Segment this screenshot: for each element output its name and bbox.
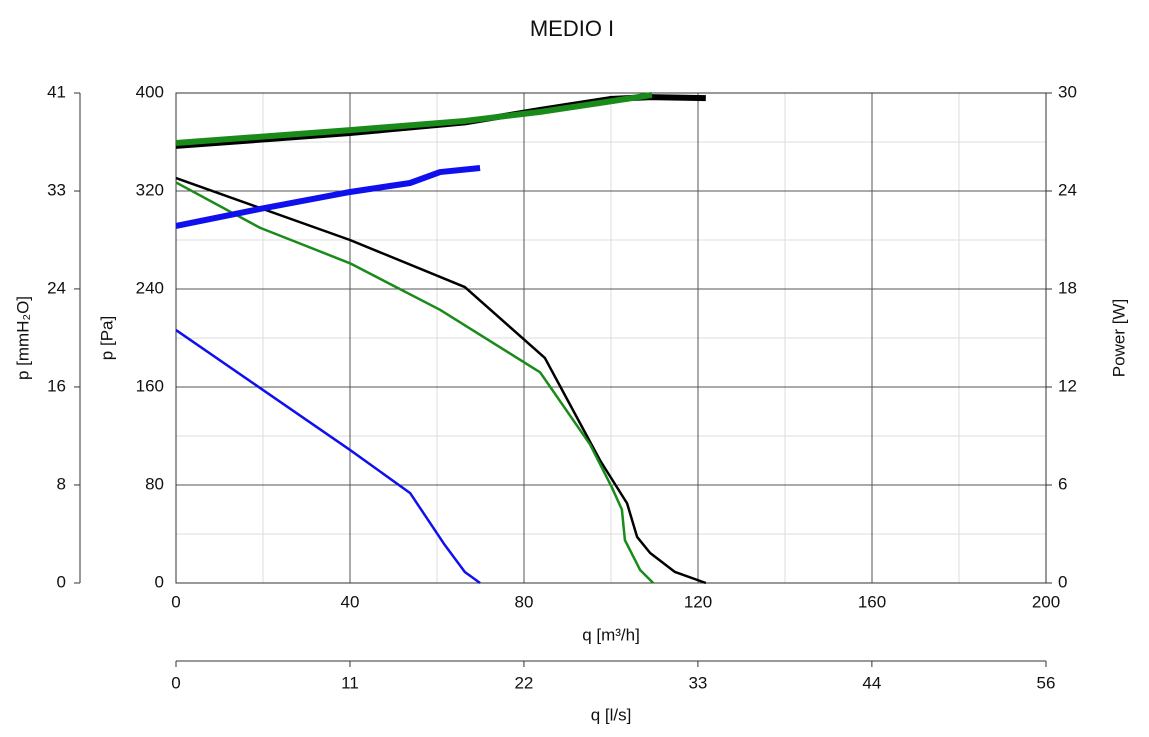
secondary-x-tick-label: 33 xyxy=(688,673,707,692)
secondary-y-tick-label: 41 xyxy=(47,82,66,101)
x-tick-label: 0 xyxy=(171,592,180,611)
pressure-curve xyxy=(175,329,481,585)
y2-tick-label: 0 xyxy=(1058,572,1067,591)
x-axis-label: q [m³/h] xyxy=(582,625,640,644)
pressure-curve xyxy=(175,181,655,584)
secondary-x-tick-label: 22 xyxy=(514,673,533,692)
y-axis-label: p [Pa] xyxy=(97,316,116,360)
power-curve xyxy=(175,164,481,229)
secondary-y-tick-label: 24 xyxy=(47,278,66,297)
secondary-y-tick-label: 16 xyxy=(47,376,66,395)
plot-frame xyxy=(175,92,1047,584)
secondary-y-tick-label: 33 xyxy=(47,181,66,200)
y2-tick-label: 12 xyxy=(1058,376,1077,395)
y2-tick-label: 24 xyxy=(1058,180,1077,199)
y2-tick-label: 6 xyxy=(1058,474,1067,493)
secondary-y-tick-label: 0 xyxy=(57,572,66,591)
power-curve xyxy=(175,91,653,146)
secondary-x-tick-label: 44 xyxy=(862,673,881,692)
x-tick-label: 200 xyxy=(1032,592,1060,611)
secondary-x-tick-label: 0 xyxy=(171,673,180,692)
x-tick-label: 160 xyxy=(858,592,886,611)
secondary-x-tick-label: 11 xyxy=(341,673,359,692)
y-tick-label: 160 xyxy=(136,376,164,395)
secondary-y-label: p [mmH₂O] xyxy=(13,296,32,380)
y-tick-label: 240 xyxy=(136,278,164,297)
x-tick-label: 80 xyxy=(515,592,534,611)
secondary-x-tick-label: 56 xyxy=(1037,673,1056,692)
secondary-x-label: q [l/s] xyxy=(591,705,632,724)
x-tick-label: 120 xyxy=(684,592,712,611)
y-tick-label: 320 xyxy=(136,180,164,199)
y-tick-label: 400 xyxy=(136,82,164,101)
y2-axis-label: Power [W] xyxy=(1109,299,1128,377)
x-tick-label: 40 xyxy=(341,592,360,611)
pressure-curve xyxy=(175,176,707,585)
y-tick-label: 0 xyxy=(155,572,164,591)
chart-title: MEDIO I xyxy=(530,16,614,41)
y2-tick-label: 30 xyxy=(1058,82,1077,101)
y2-tick-label: 18 xyxy=(1058,278,1077,297)
y-tick-label: 80 xyxy=(145,474,164,493)
secondary-y-tick-label: 8 xyxy=(57,474,66,493)
